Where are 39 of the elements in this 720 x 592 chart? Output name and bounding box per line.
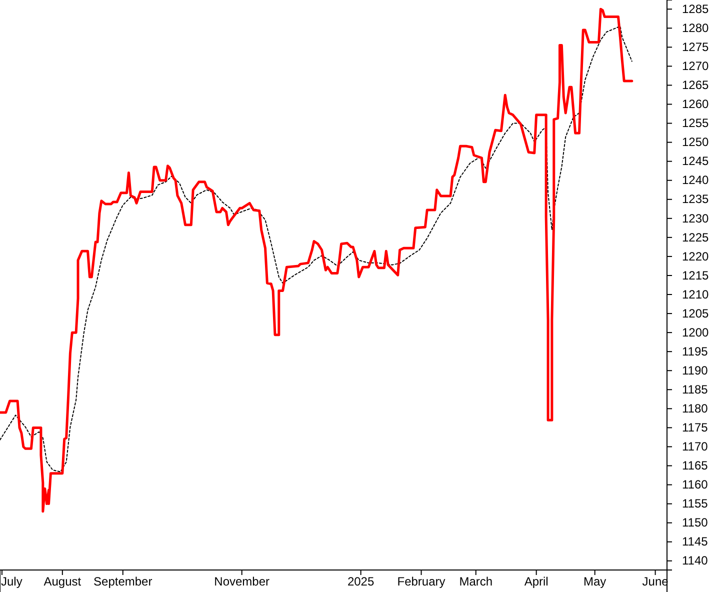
y-tick-label: 1260 [682,97,710,112]
y-tick-label: 1245 [682,154,710,168]
y-tick-label: 1200 [682,325,710,340]
y-tick-label: 1255 [682,116,710,130]
y-tick-label: 1270 [682,59,710,74]
y-tick-label: 1155 [682,496,708,511]
y-tick-label: 1195 [682,344,708,358]
y-tick-label: 1275 [682,40,710,54]
y-tick-label: 1190 [682,363,708,378]
y-tick-label: 1140 [682,554,708,568]
x-tick-label: July [1,574,22,589]
y-tick-label: 1230 [682,211,710,226]
y-tick-label: 1285 [682,2,710,16]
y-tick-label: 1175 [682,420,708,435]
y-tick-label: 1150 [682,516,708,530]
x-tick-label: March [459,574,493,589]
y-tick-label: 1180 [682,402,708,416]
y-tick-label: 1250 [682,135,710,150]
x-tick-label: May [584,574,606,589]
y-tick-label: 1165 [682,458,708,473]
y-tick-label: 1225 [682,230,710,244]
y-tick-label: 1235 [682,192,710,206]
y-tick-label: 1265 [682,78,710,92]
x-tick-label: February [397,574,446,589]
y-tick-label: 1160 [682,478,708,492]
x-tick-label: November [214,574,270,589]
x-tick-label: 2025 [347,574,374,589]
x-tick-label: August [44,574,82,589]
y-tick-label: 1240 [682,173,710,188]
y-tick-label: 1215 [682,268,710,282]
y-tick-label: 1220 [682,249,710,264]
y-tick-label: 1145 [682,534,708,549]
x-tick-label: April [524,574,548,589]
y-tick-label: 1205 [682,306,710,320]
x-tick-label: September [94,574,152,589]
y-tick-label: 1280 [682,21,710,35]
y-tick-label: 1185 [682,382,708,396]
y-tick-label: 1170 [682,440,708,454]
y-tick-label: 1210 [682,287,710,302]
